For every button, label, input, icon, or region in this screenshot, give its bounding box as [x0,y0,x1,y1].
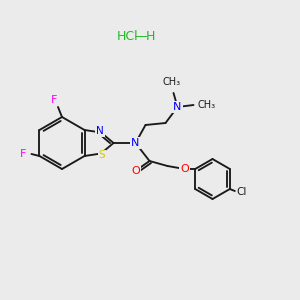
Text: O: O [131,166,140,176]
Text: HCl: HCl [117,31,139,44]
Text: S: S [99,151,105,160]
Text: H: H [145,31,155,44]
Text: CH₃: CH₃ [197,100,216,110]
Text: —: — [135,31,147,44]
Text: CH₃: CH₃ [163,77,181,87]
Text: F: F [51,95,57,105]
Text: N: N [173,102,182,112]
Text: N: N [96,127,104,136]
Text: O: O [180,164,189,174]
Text: F: F [20,149,27,159]
Text: Cl: Cl [237,187,247,197]
Text: N: N [131,138,140,148]
